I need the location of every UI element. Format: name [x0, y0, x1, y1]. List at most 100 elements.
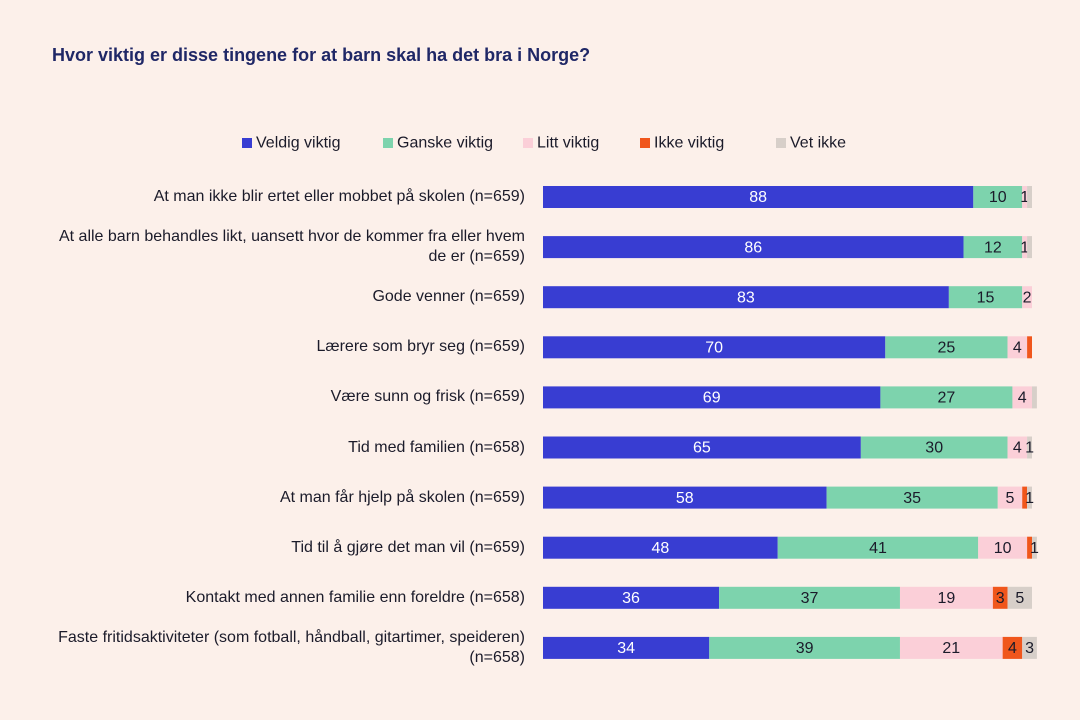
bar-segment: [1027, 336, 1032, 359]
value-label: 2: [1023, 289, 1032, 306]
bar-segment: [1027, 486, 1032, 509]
value-label: 1: [1020, 189, 1029, 206]
value-label: 21: [942, 640, 960, 657]
value-label: 69: [703, 390, 721, 407]
bar-segment: [543, 286, 949, 309]
bar-segment: [543, 236, 964, 259]
bar-segment: [543, 536, 778, 559]
value-label: 15: [977, 289, 995, 306]
value-label: 3: [1025, 640, 1034, 657]
value-label: 1: [1025, 440, 1034, 457]
bar-segment: [1032, 386, 1037, 409]
value-label: 4: [1013, 440, 1022, 457]
bar-segment: [543, 386, 881, 409]
category-label: Tid med familien (n=658): [348, 438, 525, 456]
value-label: 1: [1020, 239, 1029, 256]
value-label: 5: [1015, 590, 1024, 607]
bar-segment: [992, 586, 1008, 609]
bar-segment: [543, 436, 861, 459]
category-label: Faste fritidsaktiviteter (som fotball, h…: [58, 628, 525, 666]
value-label: 58: [676, 490, 694, 507]
bar-segment: [719, 586, 900, 609]
legend-swatch: [640, 138, 650, 148]
value-label: 86: [744, 239, 762, 256]
bar-segment: [1032, 536, 1037, 559]
category-label: Lærere som bryr seg (n=659): [316, 338, 525, 356]
value-label: 48: [651, 540, 669, 557]
value-label: 65: [693, 440, 711, 457]
bar-segment: [1022, 236, 1028, 259]
category-label: Gode venner (n=659): [372, 288, 525, 306]
bar-segment: [973, 186, 1023, 208]
value-label: 4: [1018, 390, 1027, 407]
bar-segment: [1007, 436, 1028, 459]
bar-segment: [963, 236, 1023, 259]
bar-segment: [997, 486, 1023, 509]
bar-segment: [1027, 236, 1032, 259]
bar-segment: [860, 436, 1008, 459]
legend-label: Litt viktig: [537, 135, 599, 152]
value-label: 27: [938, 390, 956, 407]
value-label: 70: [705, 340, 723, 357]
value-label: 37: [801, 590, 819, 607]
category-label: At man ikke blir ertet eller mobbet på s…: [153, 188, 525, 205]
value-label: 36: [622, 590, 640, 607]
legend-label: Veldig viktig: [256, 135, 341, 152]
bar-segment: [948, 286, 1023, 309]
legend-swatch: [242, 138, 252, 148]
category-label: Tid til å gjøre det man vil (n=659): [291, 538, 525, 556]
value-label: 1: [1025, 490, 1034, 507]
value-label: 12: [984, 239, 1002, 256]
value-label: 10: [994, 540, 1012, 557]
bar-segment: [1012, 386, 1032, 409]
value-label: 88: [749, 189, 767, 206]
value-label: 30: [925, 440, 943, 457]
value-label: 10: [989, 189, 1007, 206]
bar-segment: [1022, 186, 1028, 208]
value-label: 1: [1030, 540, 1039, 557]
category-label: At man får hjelp på skolen (n=659): [279, 488, 525, 506]
bar-segment: [826, 486, 998, 509]
value-label: 34: [617, 640, 635, 657]
bar-segment: [709, 636, 900, 659]
category-label: Kontakt med annen familie enn foreldre (…: [185, 588, 525, 606]
legend-swatch: [383, 138, 393, 148]
legend-swatch: [776, 138, 786, 148]
value-label: 4: [1013, 340, 1022, 357]
bar-segment: [899, 586, 993, 609]
bar-segment: [885, 336, 1008, 359]
bar-segment: [1022, 286, 1032, 309]
bar-segment: [899, 636, 1003, 659]
bar-segment: [1022, 636, 1037, 659]
bar-segment: [777, 536, 979, 559]
bar-segment: [1022, 486, 1028, 509]
bar-segment: [1007, 586, 1032, 609]
bar-segment: [543, 486, 827, 509]
value-label: 4: [1008, 640, 1017, 657]
legend-swatch: [523, 138, 533, 148]
category-label: At alle barn behandles likt, uansett hvo…: [58, 228, 525, 266]
chart-title: Hvor viktig er disse tingene for at barn…: [52, 45, 590, 65]
bar-segment: [543, 636, 710, 659]
bar-segment: [543, 336, 886, 359]
bar-segment: [1007, 336, 1028, 359]
bar-segment: [1027, 436, 1032, 459]
value-label: 3: [996, 590, 1005, 607]
bar-segment: [978, 536, 1028, 559]
value-label: 41: [869, 540, 887, 557]
bar-segment: [1027, 536, 1032, 559]
value-label: 39: [796, 640, 814, 657]
value-label: 35: [903, 490, 921, 507]
bar-segment: [543, 586, 720, 609]
value-label: 25: [938, 340, 956, 357]
bar-segment: [543, 186, 974, 208]
legend-label: Vet ikke: [790, 135, 846, 152]
bar-segment: [1002, 636, 1023, 659]
legend-label: Ganske viktig: [397, 135, 493, 152]
category-label: Være sunn og frisk (n=659): [330, 388, 525, 406]
legend-label: Ikke viktig: [654, 135, 724, 152]
value-label: 5: [1006, 490, 1015, 507]
value-label: 83: [737, 289, 755, 306]
